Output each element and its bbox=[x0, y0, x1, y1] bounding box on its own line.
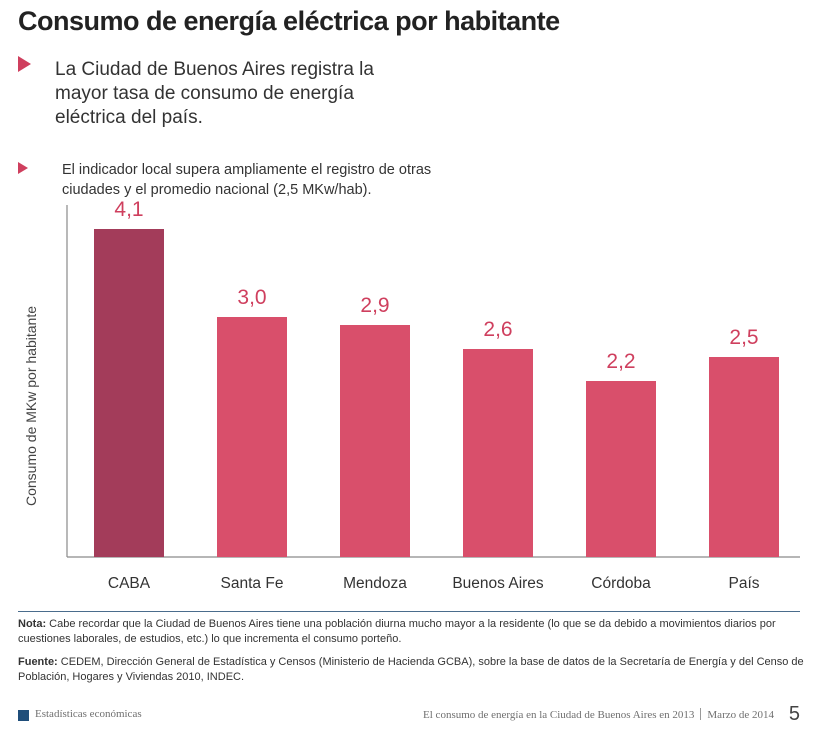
footer-right: El consumo de energía en la Ciudad de Bu… bbox=[423, 708, 774, 721]
labels-group: 4,1 CABA 3,0 Santa Fe 2,9 Mendoza 2,6 Buenos Ai… bbox=[108, 200, 760, 592]
bullet-triangle-icon bbox=[18, 56, 31, 72]
section-square-icon bbox=[18, 710, 29, 721]
bar-5 bbox=[709, 357, 779, 557]
value-label-0: 4,1 bbox=[114, 200, 143, 221]
category-label-4: Córdoba bbox=[591, 575, 651, 592]
value-label-4: 2,2 bbox=[606, 350, 635, 373]
value-label-1: 3,0 bbox=[237, 286, 266, 309]
bar-2 bbox=[340, 325, 410, 557]
notes-divider bbox=[18, 611, 800, 612]
category-label-2: Mendoza bbox=[343, 575, 407, 592]
footer-section: Estadísticas económicas bbox=[35, 708, 142, 720]
footer-doc-title: El consumo de energía en la Ciudad de Bu… bbox=[423, 709, 695, 721]
y-axis-label: Consumo de MKw por habitante bbox=[23, 306, 39, 506]
source-block: Fuente: CEDEM, Dirección General de Esta… bbox=[18, 655, 808, 685]
bar-0 bbox=[94, 229, 164, 557]
value-label-5: 2,5 bbox=[729, 326, 758, 349]
page-number: 5 bbox=[788, 703, 800, 725]
footer-separator bbox=[700, 708, 702, 720]
source-text: CEDEM, Dirección General de Estadística … bbox=[18, 656, 804, 683]
note-label: Nota: bbox=[18, 618, 47, 630]
chart-axes bbox=[66, 205, 800, 558]
chart-subtitle: El indicador local supera ampliamente el… bbox=[62, 162, 432, 198]
value-label-3: 2,6 bbox=[483, 318, 512, 341]
category-label-3: Buenos Aires bbox=[452, 575, 544, 592]
bullet-triangle-icon bbox=[18, 162, 28, 174]
value-label-2: 2,9 bbox=[360, 294, 389, 317]
bar-4 bbox=[586, 381, 656, 557]
footer-date: Marzo de 2014 bbox=[707, 709, 774, 721]
category-label-5: País bbox=[728, 575, 759, 592]
lead-text: La Ciudad de Buenos Aires registra la ma… bbox=[55, 59, 374, 128]
category-label-0: CABA bbox=[108, 575, 151, 592]
bar-chart: Consumo de MKw por habitante 4,1 CABA 3,0 S… bbox=[23, 200, 800, 592]
y-axis-label-group: Consumo de MKw por habitante bbox=[23, 306, 39, 506]
page-title: Consumo de energía eléctrica por habitan… bbox=[18, 6, 560, 36]
category-label-1: Santa Fe bbox=[221, 575, 284, 592]
bar-3 bbox=[463, 349, 533, 557]
page-footer: Estadísticas económicas El consumo de en… bbox=[18, 703, 808, 729]
note-block: Nota: Cabe recordar que la Ciudad de Bue… bbox=[18, 617, 808, 647]
source-label: Fuente: bbox=[18, 656, 58, 668]
bar-1 bbox=[217, 317, 287, 557]
bars-group bbox=[94, 229, 779, 557]
note-text: Cabe recordar que la Ciudad de Buenos Ai… bbox=[18, 618, 776, 645]
